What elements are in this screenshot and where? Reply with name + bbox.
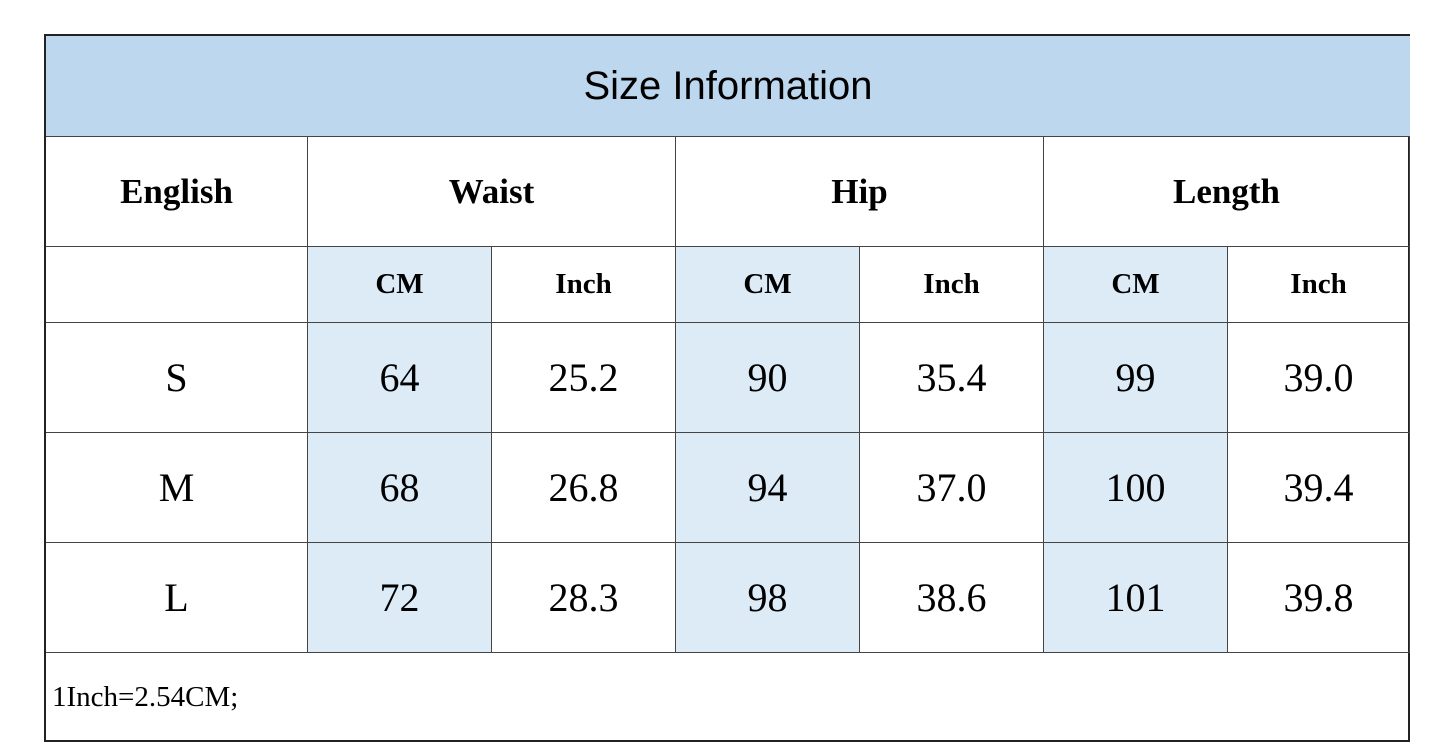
unit-header: Inch xyxy=(1228,247,1410,323)
measurement: 39.4 xyxy=(1228,433,1410,543)
size-label: M xyxy=(46,433,308,543)
measurement: 38.6 xyxy=(860,543,1044,653)
unit-header: Inch xyxy=(492,247,676,323)
measurement: 99 xyxy=(1044,323,1228,433)
measurement: 98 xyxy=(676,543,860,653)
measurement: 35.4 xyxy=(860,323,1044,433)
column-header: Length xyxy=(1044,137,1410,247)
note: 1Inch=2.54CM; xyxy=(52,681,239,713)
measurement: 39.8 xyxy=(1228,543,1410,653)
measurement: 72 xyxy=(308,543,492,653)
measurement: 25.2 xyxy=(492,323,676,433)
column-header: Waist xyxy=(308,137,676,247)
unit-header: CM xyxy=(308,247,492,323)
measurement: 90 xyxy=(676,323,860,433)
measurement: 26.8 xyxy=(492,433,676,543)
unit-header: CM xyxy=(1044,247,1228,323)
table-title: Size Information xyxy=(46,36,1410,137)
measurement: 101 xyxy=(1044,543,1228,653)
measurement: 64 xyxy=(308,323,492,433)
column-header: Hip xyxy=(676,137,1044,247)
size-label: S xyxy=(46,323,308,433)
measurement: 37.0 xyxy=(860,433,1044,543)
measurement: 39.0 xyxy=(1228,323,1410,433)
size-label: L xyxy=(46,543,308,653)
measurement: 28.3 xyxy=(492,543,676,653)
measurement: 100 xyxy=(1044,433,1228,543)
measurement: 68 xyxy=(308,433,492,543)
unit-header: Inch xyxy=(860,247,1044,323)
measurement: 94 xyxy=(676,433,860,543)
size-table: Size Information English Waist Hip Length CM I… xyxy=(44,34,1410,742)
column-header: English xyxy=(46,137,308,247)
unit-header: CM xyxy=(676,247,860,323)
empty-cell xyxy=(46,247,308,323)
